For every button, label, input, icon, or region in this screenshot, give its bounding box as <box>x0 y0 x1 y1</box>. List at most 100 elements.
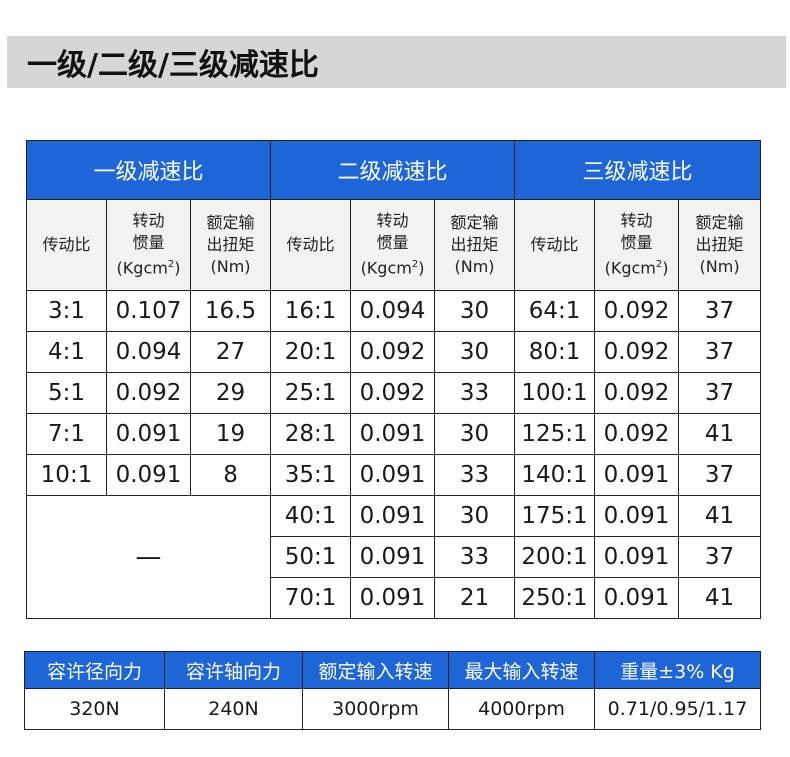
inertia-unit-close: ) <box>174 258 181 278</box>
cell-ratio: 10:1 <box>26 454 107 496</box>
inertia-unit-exponent: 2 <box>411 259 419 271</box>
cell-ratio: 140:1 <box>514 454 596 496</box>
cell-inertia: 0.092 <box>594 290 680 332</box>
inertia-unit-exponent: 2 <box>655 259 663 271</box>
cell-torque: 27 <box>189 331 272 373</box>
inertia-unit-close: ) <box>662 258 669 278</box>
spec-value-axial-force: 240N <box>164 688 303 730</box>
cell-inertia: 0.092 <box>594 372 680 414</box>
torque-unit: (Nm) <box>454 257 495 276</box>
cell-ratio: 35:1 <box>270 454 352 496</box>
cell-torque: 37 <box>678 454 762 496</box>
cell-torque: 37 <box>678 372 762 414</box>
cell-inertia: 0.091 <box>594 577 680 619</box>
spec-value-radial-force: 320N <box>24 688 165 730</box>
sub-header-row: 传动比 转动 惯量 (Kgcm2) 额定输 出扭矩 (Nm) 传动比 转动 惯量 (Kgcm2) 额定… <box>26 199 762 291</box>
cell-torque: 33 <box>434 536 516 578</box>
inertia-label-line1: 转动 <box>376 211 409 231</box>
cell-torque: 30 <box>434 413 516 455</box>
spec-header-axial-force: 容许轴向力 <box>164 651 303 689</box>
cell-inertia: 0.092 <box>594 331 680 373</box>
spec-header-radial-force: 容许径向力 <box>24 651 165 689</box>
cell-inertia: 0.091 <box>106 413 191 455</box>
spec-value-rated-speed: 3000rpm <box>302 688 449 730</box>
cell-torque: 37 <box>678 331 762 373</box>
stage1-empty-cell: — <box>25 495 272 619</box>
inertia-label-line1: 转动 <box>132 211 165 231</box>
sub-header-ratio: 传动比 <box>514 199 596 291</box>
cell-torque: 21 <box>434 577 516 619</box>
sub-header-torque: 额定输出扭矩 (Nm) <box>434 199 516 291</box>
cell-ratio: 70:1 <box>270 577 352 619</box>
spec-header-rated-speed: 额定输入转速 <box>302 651 449 689</box>
cell-ratio: 250:1 <box>514 577 596 619</box>
spec-value-max-speed: 4000rpm <box>448 688 595 730</box>
cell-torque: 33 <box>434 454 516 496</box>
inertia-unit: (Kgcm <box>604 258 656 278</box>
table-row: 10:1 0.091 8 35:1 0.091 33 140:1 0.091 37 <box>26 454 762 496</box>
group-header-stage2: 二级减速比 <box>270 140 516 200</box>
cell-ratio: 5:1 <box>26 372 107 414</box>
cell-ratio: 200:1 <box>514 536 596 578</box>
cell-ratio: 40:1 <box>270 495 352 537</box>
cell-inertia: 0.092 <box>350 331 436 373</box>
cell-ratio: 64:1 <box>514 290 596 332</box>
table-row: 50:1 0.091 33 200:1 0.091 37 <box>27 536 762 578</box>
cell-inertia: 0.091 <box>350 536 436 578</box>
cell-torque: 19 <box>189 413 272 455</box>
spec-header-max-speed: 最大输入转速 <box>448 651 595 689</box>
cell-torque: 37 <box>678 536 762 578</box>
sub-header-ratio-label: 传动比 <box>286 235 335 254</box>
cell-ratio: 20:1 <box>270 331 352 373</box>
inertia-unit: (Kgcm <box>116 258 168 278</box>
torque-label-line2: 出扭矩 <box>695 235 744 254</box>
sub-header-inertia: 转动 惯量 (Kgcm2) <box>350 199 436 291</box>
cell-inertia: 0.092 <box>594 413 680 455</box>
sub-header-torque: 额定输 出扭矩 (Nm) <box>189 199 272 291</box>
group-header-stage1: 一级减速比 <box>25 140 272 200</box>
sub-header-ratio-label: 传动比 <box>530 235 579 254</box>
cell-ratio: 50:1 <box>270 536 352 578</box>
cell-torque: 37 <box>678 290 762 332</box>
cell-ratio: 28:1 <box>270 413 352 455</box>
torque-unit: (Nm) <box>699 257 740 276</box>
torque-label-line1: 额定输 <box>206 213 255 232</box>
cell-ratio: 3:1 <box>26 290 107 332</box>
cell-torque: 16.5 <box>189 290 272 332</box>
cell-torque: 41 <box>678 495 762 537</box>
cell-inertia: 0.092 <box>350 372 436 414</box>
cell-inertia: 0.091 <box>350 454 436 496</box>
cell-torque: 33 <box>434 372 516 414</box>
table-row: 70:1 0.091 21 250:1 0.091 41 <box>27 577 762 619</box>
sub-header-ratio: 传动比 <box>270 199 352 291</box>
sub-header-ratio-label: 传动比 <box>42 235 91 254</box>
cell-inertia: 0.091 <box>594 454 680 496</box>
torque-label-line2: 出扭矩 <box>450 235 499 254</box>
cell-torque: 41 <box>678 413 762 455</box>
cell-ratio: 7:1 <box>26 413 107 455</box>
inertia-unit: (Kgcm <box>360 258 412 278</box>
sub-header-torque: 额定输出扭矩 (Nm) <box>678 199 762 291</box>
cell-inertia: 0.092 <box>106 372 191 414</box>
torque-label-line1: 额定输 <box>450 213 499 232</box>
inertia-unit-exponent: 2 <box>167 259 175 271</box>
spec-table: 容许径向力 容许轴向力 额定输入转速 最大输入转速 重量±3% Kg 320N … <box>24 651 761 730</box>
cell-inertia: 0.091 <box>350 413 436 455</box>
cell-ratio: 100:1 <box>514 372 596 414</box>
group-header-row: 一级减速比 二级减速比 三级减速比 <box>25 140 762 200</box>
spec-value-weight: 0.71/0.95/1.17 <box>594 688 761 730</box>
inertia-unit-close: ) <box>418 258 425 278</box>
spec-header-weight: 重量±3% Kg <box>594 651 761 689</box>
torque-unit: (Nm) <box>210 257 251 276</box>
torque-label-line1: 额定输 <box>695 213 744 232</box>
cell-inertia: 0.094 <box>350 290 436 332</box>
inertia-label-line2: 惯量 <box>376 233 409 253</box>
cell-torque: 30 <box>434 495 516 537</box>
table-row: —40:1 0.091 30 175:1 0.091 41 <box>25 495 762 619</box>
cell-inertia: 0.091 <box>594 536 680 578</box>
sub-header-inertia: 转动 惯量 (Kgcm2) <box>594 199 680 291</box>
cell-torque: 8 <box>189 454 272 496</box>
table-row: 5:1 0.092 29 25:1 0.092 33 100:1 0.092 37 <box>26 372 762 414</box>
cell-ratio: 175:1 <box>514 495 596 537</box>
inertia-label-line1: 转动 <box>620 211 653 231</box>
